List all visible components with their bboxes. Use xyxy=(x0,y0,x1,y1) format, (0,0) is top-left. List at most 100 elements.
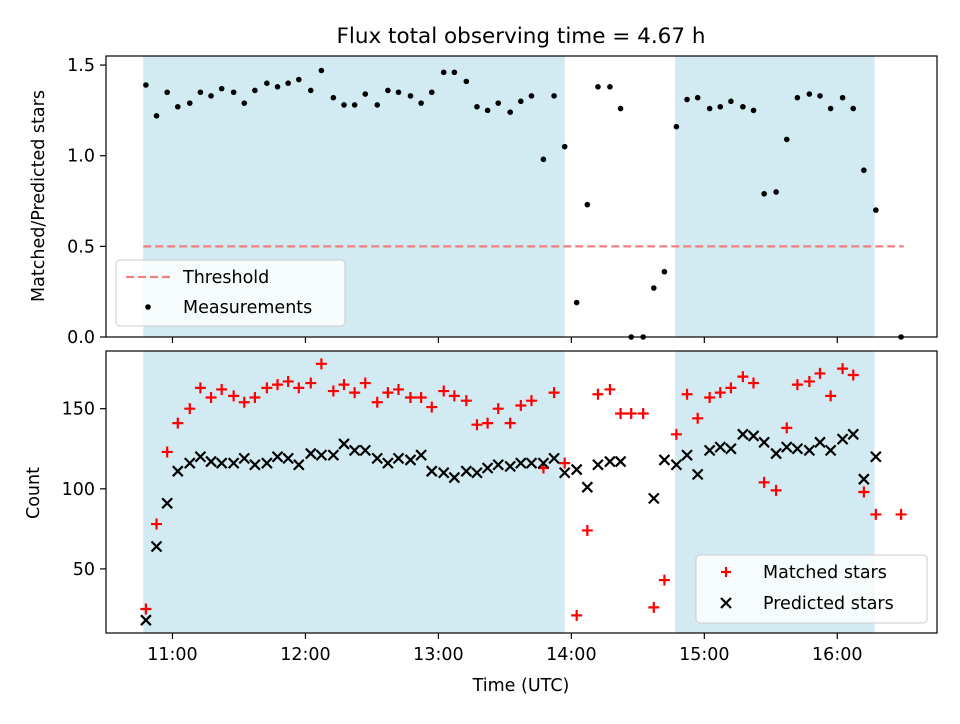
matched-star-point xyxy=(837,363,849,375)
matched-star-point xyxy=(604,383,616,395)
predicted-star-point xyxy=(261,457,273,469)
measurement-point xyxy=(661,268,668,275)
predicted-star-point xyxy=(703,444,716,457)
predicted-star-point xyxy=(304,447,317,460)
measurement-point xyxy=(728,98,734,105)
measurement-point xyxy=(407,93,414,99)
legend-predicted-label: Predicted stars xyxy=(763,594,894,614)
matched-star-point xyxy=(471,419,483,431)
legend-measurements-label: Measurements xyxy=(183,298,312,318)
matched-star-point xyxy=(692,412,704,424)
matched-star-point xyxy=(448,390,460,402)
matched-star-point xyxy=(338,379,350,391)
predicted-star-point xyxy=(824,444,837,457)
measurement-point xyxy=(528,93,535,99)
predicted-star-point xyxy=(415,449,427,461)
matched-star-point xyxy=(393,383,405,395)
matched-star-point xyxy=(305,377,317,389)
measurement-point xyxy=(673,123,680,130)
predicted-star-point xyxy=(227,457,240,469)
matched-star-point xyxy=(781,422,793,434)
predicted-star-point xyxy=(614,455,627,468)
measurement-point xyxy=(694,94,701,101)
x-axis-label: Time (UTC) xyxy=(472,676,570,696)
predicted-star-point xyxy=(847,428,860,441)
matched-star-point xyxy=(492,403,504,415)
matched-star-point xyxy=(161,446,173,458)
measurement-point xyxy=(385,87,391,94)
measurement-point xyxy=(839,94,846,101)
x-tick-label: 14:00 xyxy=(546,645,596,665)
measurement-point xyxy=(740,103,746,110)
measurement-point xyxy=(706,105,713,112)
predicted-star-point xyxy=(570,463,583,476)
measurement-point xyxy=(230,89,237,96)
matched-star-point xyxy=(548,387,560,399)
measurement-point xyxy=(341,102,347,108)
matched-star-point xyxy=(382,387,394,399)
predicted-star-point xyxy=(492,458,505,471)
predicted-star-point xyxy=(604,455,616,468)
measurement-point xyxy=(451,69,458,76)
matched-star-point xyxy=(847,369,859,381)
legend-threshold-label: Threshold xyxy=(182,268,269,288)
top-legend: Threshold Measurements xyxy=(115,259,346,327)
predicted-star-point xyxy=(183,457,196,469)
measurement-point xyxy=(507,109,513,115)
predicted-star-point xyxy=(725,442,737,455)
matched-star-point xyxy=(482,417,494,429)
predicted-star-point xyxy=(714,441,727,453)
bottom-y-tick-label: 150 xyxy=(62,400,95,420)
measurement-point xyxy=(318,67,325,74)
measurement-point xyxy=(783,136,790,143)
predicted-star-point xyxy=(315,449,328,461)
measurement-point xyxy=(252,87,258,94)
predicted-star-point xyxy=(658,454,671,466)
measurement-point xyxy=(761,190,767,197)
measurement-point xyxy=(817,93,823,99)
matched-star-point xyxy=(249,391,261,403)
matched-star-point xyxy=(704,391,716,403)
legend-matched-swatch xyxy=(721,567,731,577)
measurement-point xyxy=(773,189,779,195)
predicted-star-point xyxy=(338,438,350,450)
predicted-star-point xyxy=(282,452,294,465)
predicted-star-point xyxy=(791,442,804,455)
matched-star-point xyxy=(228,390,240,402)
bottom-y-tick-label: 100 xyxy=(62,480,95,500)
matched-star-point xyxy=(648,601,660,613)
bottom-legend: Matched stars Predicted stars xyxy=(695,554,928,624)
predicted-star-point xyxy=(670,458,683,471)
measurement-point xyxy=(484,107,491,114)
measurement-point xyxy=(241,100,248,106)
predicted-star-point xyxy=(404,454,417,466)
predicted-star-point xyxy=(581,481,594,493)
matched-star-point xyxy=(349,387,361,399)
matched-star-point xyxy=(272,379,284,391)
predicted-star-point xyxy=(537,457,550,469)
matched-star-point xyxy=(460,395,472,407)
matched-star-point xyxy=(714,387,726,399)
predicted-star-point xyxy=(558,466,571,479)
matched-star-point xyxy=(670,428,682,440)
measurement-point xyxy=(143,82,149,88)
matched-star-point xyxy=(415,391,427,403)
predicted-star-point xyxy=(870,450,882,463)
measurement-point xyxy=(873,207,879,213)
matched-star-point xyxy=(205,391,217,403)
measurement-point xyxy=(750,107,757,114)
measurement-point xyxy=(794,94,801,101)
matched-star-point xyxy=(814,367,826,379)
predicted-star-point xyxy=(681,449,693,461)
matched-star-point xyxy=(238,396,250,408)
predicted-star-point xyxy=(747,430,760,442)
predicted-star-point xyxy=(515,457,527,469)
top-panel: 0.0 0.5 1.0 1.5 Matched/Predicted stars Thr… xyxy=(29,55,938,348)
measurement-point xyxy=(463,78,470,85)
matched-star-point xyxy=(870,508,882,520)
matched-star-point xyxy=(315,358,327,370)
predicted-star-point xyxy=(249,458,261,471)
predicted-star-point xyxy=(293,458,305,471)
